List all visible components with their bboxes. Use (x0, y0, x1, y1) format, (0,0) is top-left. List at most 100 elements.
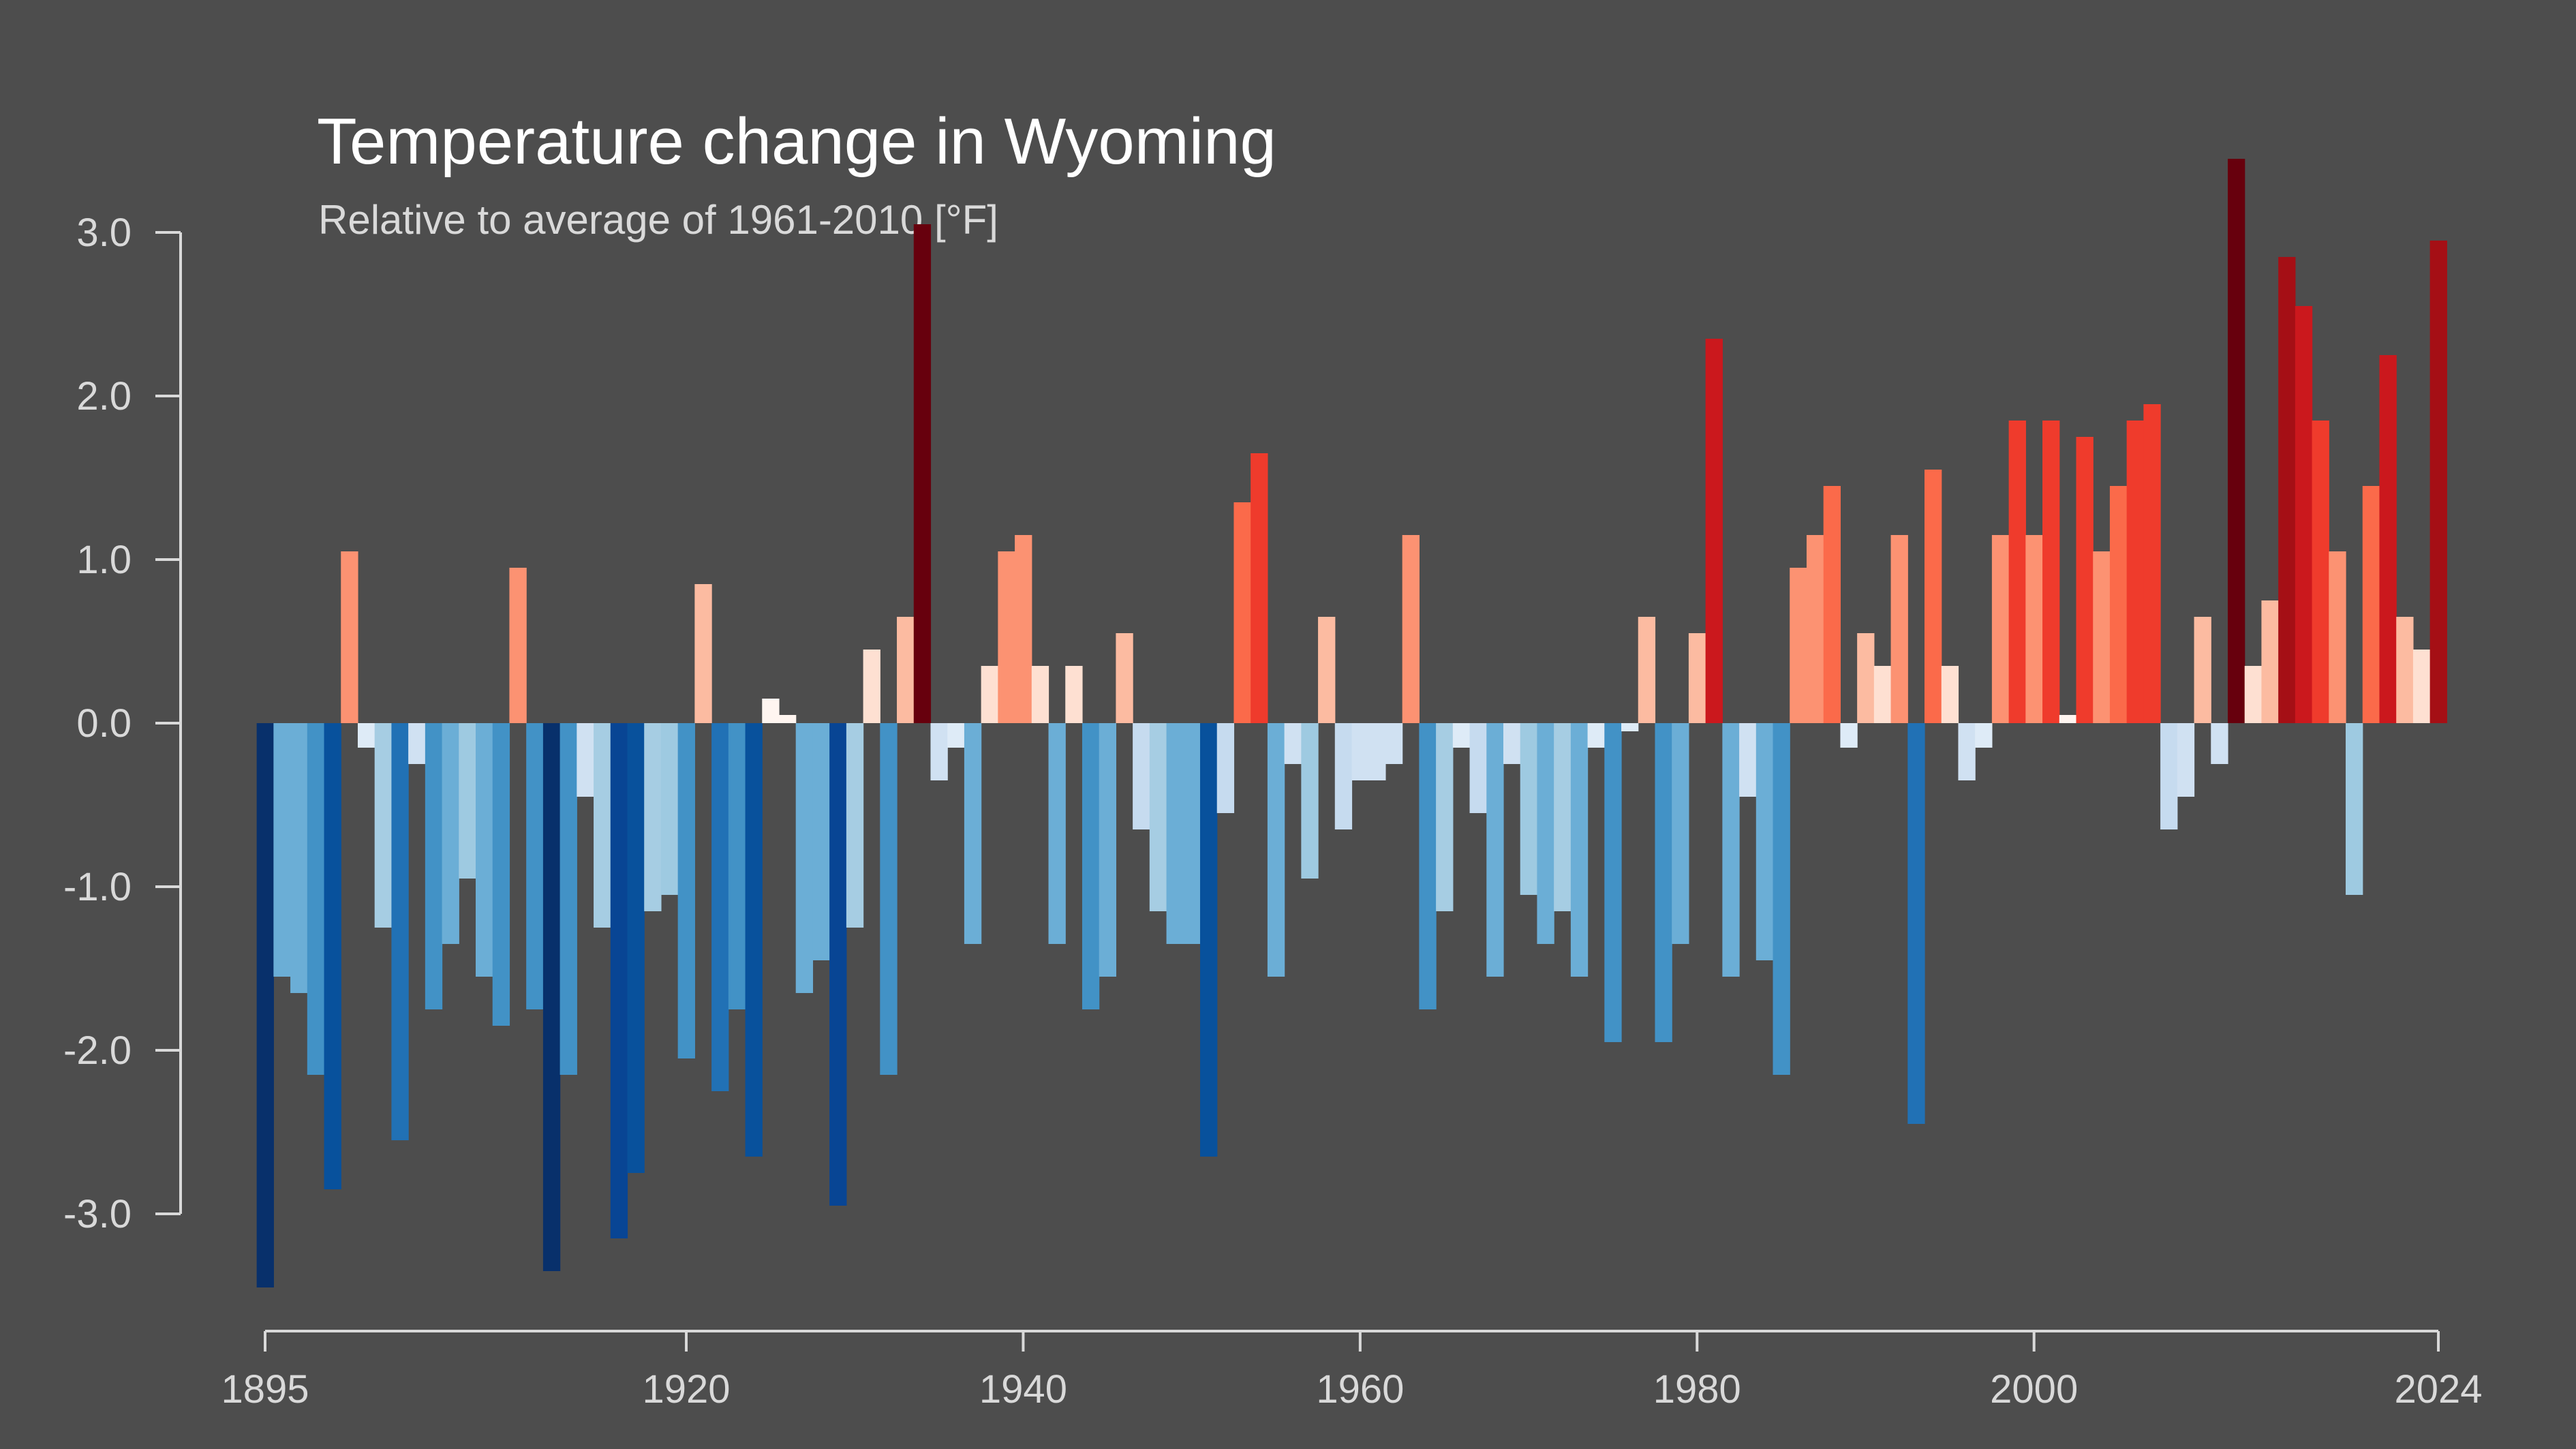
y-tick-label: 1.0 (76, 538, 132, 582)
y-tick-label: 0.0 (76, 701, 132, 746)
bar-1929 (829, 723, 847, 1206)
bar-1950 (1183, 723, 1201, 944)
bar-1948 (1149, 723, 1167, 911)
bar-2007 (2143, 404, 2161, 723)
bar-2024 (2429, 241, 2447, 723)
bar-2003 (2076, 437, 2094, 723)
bar-1902 (374, 723, 393, 928)
y-axis: 3.0 2.0 1.0 0.0 -1.0 -2.0 -3.0 (63, 211, 182, 1236)
bar-2005 (2109, 486, 2128, 723)
bar-2021 (2379, 355, 2397, 723)
bar-1997 (1975, 723, 1993, 748)
x-tick-label: 2024 (2394, 1367, 2482, 1412)
bar-1987 (1806, 535, 1824, 723)
bar-2015 (2278, 257, 2296, 723)
bar-1986 (1790, 568, 1807, 723)
bar-1956 (1284, 723, 1302, 764)
bar-2012 (2227, 159, 2245, 723)
bar-1923 (728, 723, 746, 1009)
bar-2019 (2346, 723, 2363, 895)
bar-1915 (594, 723, 611, 928)
bar-1963 (1402, 535, 1420, 723)
x-tick-label: 1980 (1653, 1367, 1741, 1412)
bar-1958 (1318, 617, 1336, 723)
bar-1897 (290, 723, 308, 993)
bar-1995 (1941, 666, 1959, 723)
bar-1945 (1099, 723, 1117, 977)
chart-title: Temperature change in Wyoming (317, 105, 1276, 178)
bar-1916 (610, 723, 628, 1238)
bar-1924 (745, 723, 763, 1157)
bar-1974 (1587, 723, 1605, 748)
bar-1901 (357, 723, 375, 748)
bar-1909 (492, 723, 510, 1026)
bar-1991 (1873, 666, 1892, 723)
bar-1998 (1991, 535, 2010, 723)
bar-1978 (1655, 723, 1672, 1042)
bars-group (256, 159, 2447, 1287)
bar-1961 (1368, 723, 1386, 780)
y-tick-label: 3.0 (76, 211, 132, 255)
bar-1900 (341, 551, 358, 723)
bar-1952 (1216, 723, 1235, 813)
bar-1944 (1082, 723, 1100, 1009)
bar-1968 (1486, 723, 1504, 977)
bar-1993 (1907, 723, 1925, 1124)
bar-1937 (964, 723, 982, 944)
bar-1928 (812, 723, 830, 960)
bar-1939 (998, 551, 1015, 723)
bar-2002 (2059, 715, 2077, 723)
y-tick-label: -3.0 (63, 1192, 132, 1236)
bar-1981 (1705, 339, 1723, 723)
bar-1973 (1570, 723, 1589, 977)
x-axis: 1895 1920 1940 1960 1980 2000 2024 (221, 1330, 2483, 1412)
bar-1918 (644, 723, 662, 911)
bar-1925 (762, 699, 780, 723)
bar-1989 (1840, 723, 1858, 748)
bar-1994 (1925, 470, 1942, 723)
y-tick-label: -1.0 (63, 865, 132, 909)
bar-2023 (2412, 650, 2431, 723)
bar-1977 (1638, 617, 1656, 723)
bar-1910 (509, 568, 527, 723)
bar-2000 (2025, 535, 2043, 723)
bar-1930 (846, 723, 864, 928)
bar-1990 (1857, 633, 1875, 723)
bar-1914 (577, 723, 594, 797)
bar-1936 (947, 723, 965, 748)
bar-1953 (1233, 502, 1251, 723)
bar-1904 (408, 723, 426, 764)
bar-1947 (1133, 723, 1150, 829)
bar-1934 (913, 224, 932, 723)
bar-2013 (2244, 666, 2263, 723)
x-tick-label: 1960 (1316, 1367, 1404, 1412)
bar-1938 (981, 666, 998, 723)
bar-1899 (324, 723, 341, 1189)
bar-1962 (1385, 723, 1403, 764)
x-tick-label: 2000 (1990, 1367, 2078, 1412)
bar-1999 (2008, 421, 2026, 723)
bar-1967 (1469, 723, 1487, 813)
bar-1911 (526, 723, 544, 1009)
x-tick-label: 1895 (221, 1367, 309, 1412)
bar-1912 (542, 723, 561, 1271)
bar-1985 (1773, 723, 1790, 1075)
bar-1971 (1537, 723, 1554, 944)
bar-2011 (2211, 723, 2228, 764)
bar-1943 (1065, 666, 1083, 723)
bar-2010 (2194, 617, 2211, 723)
bar-2016 (2295, 306, 2313, 723)
bar-1988 (1823, 486, 1841, 723)
bar-1931 (863, 650, 880, 723)
bar-1922 (711, 723, 729, 1091)
bar-1933 (897, 617, 915, 723)
bar-2020 (2362, 486, 2380, 723)
bar-1966 (1452, 723, 1471, 748)
bar-1946 (1116, 633, 1133, 723)
bar-1903 (391, 723, 409, 1140)
bar-2006 (2126, 421, 2144, 723)
bar-1895 (256, 723, 274, 1287)
bar-2004 (2093, 551, 2111, 723)
bar-1932 (880, 723, 898, 1075)
y-tick-label: -2.0 (63, 1028, 132, 1073)
